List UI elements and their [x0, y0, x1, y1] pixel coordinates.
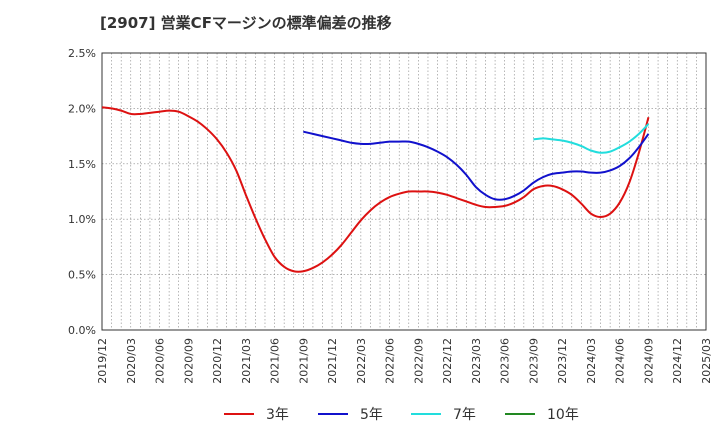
- x-tick-label: 2020/09: [182, 338, 195, 384]
- x-tick-label: 2023/09: [527, 338, 540, 384]
- x-tick-label: 2022/06: [384, 338, 397, 384]
- x-tick-label: 2023/06: [499, 338, 512, 384]
- y-tick-label: 0.5%: [68, 269, 96, 282]
- x-tick-label: 2019/12: [96, 338, 109, 384]
- x-tick-label: 2021/12: [326, 338, 339, 384]
- x-tick-label: 2022/12: [441, 338, 454, 384]
- x-tick-label: 2023/03: [470, 338, 483, 384]
- chart-title: [2907] 営業CFマージンの標準偏差の推移: [100, 14, 392, 32]
- series-line-3年: [101, 106, 650, 273]
- x-tick-label: 2021/06: [269, 338, 282, 384]
- plot-frame: [101, 52, 707, 331]
- y-tick-label: 1.5%: [68, 158, 96, 171]
- x-tick-label: 2022/09: [412, 338, 425, 384]
- x-tick-label: 2020/12: [211, 338, 224, 384]
- series-line-7年: [533, 123, 650, 154]
- x-tick-label: 2020/03: [125, 338, 138, 384]
- axes: 0.0% 0.5% 1.0% 1.5% 2.0% 2.5% 2019/12 2020/03 20…: [68, 47, 713, 384]
- x-tick-label: 2021/09: [297, 338, 310, 384]
- y-tick-label: 2.0%: [68, 102, 96, 115]
- x-tick-label: 2023/12: [556, 338, 569, 384]
- x-tick-label: 2024/03: [585, 338, 598, 384]
- x-tick-label: 2024/06: [614, 338, 627, 384]
- y-tick-label: 0.0%: [68, 324, 96, 337]
- x-tick-label: 2024/09: [642, 338, 655, 384]
- x-tick-label: 2021/03: [240, 338, 253, 384]
- legend-label: 7年: [453, 407, 476, 423]
- y-tick-label: 2.5%: [68, 47, 96, 60]
- x-tick-label: 2025/03: [700, 338, 713, 384]
- series-line-5年: [303, 130, 650, 201]
- x-tick-label: 2020/06: [154, 338, 167, 384]
- series-lines: [101, 106, 650, 273]
- legend-label: 5年: [360, 407, 383, 423]
- x-tick-label: 2024/12: [671, 338, 684, 384]
- legend-label: 10年: [547, 407, 579, 423]
- y-tick-label: 1.0%: [68, 213, 96, 226]
- legend-label: 3年: [266, 407, 289, 423]
- legend: 3年 5年 7年 10年: [224, 407, 579, 423]
- x-tick-label: 2022/03: [355, 338, 368, 384]
